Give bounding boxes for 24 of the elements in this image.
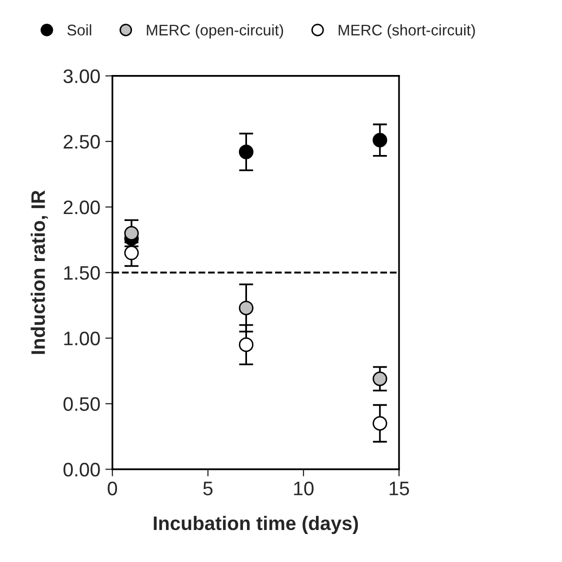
y-tick-label: 0.50 [64,397,100,411]
point [238,300,254,316]
point [238,144,254,160]
x-axis-title: Incubation time (days) [154,516,358,534]
point [372,416,388,431]
x-tick-label: 5 [203,482,213,496]
y-tick-label: 1.50 [64,266,100,280]
legend-label: MERC (open-circuit) [146,24,284,39]
point [124,246,139,260]
legend-label: Soil [67,24,92,36]
x-tick-label: 15 [390,482,410,496]
x-tick-label: 10 [294,482,314,496]
y-tick-label: 2.00 [64,200,100,214]
x-tick-label: 0 [108,482,118,496]
y-tick-label: 3.00 [63,69,100,84]
point [124,226,139,241]
y-tick-label: 2.50 [64,134,100,149]
y-tick-label: 1.00 [64,332,100,346]
point [238,337,254,352]
y-tick-label: 0.00 [64,462,100,477]
point [372,372,388,386]
legend-label: MERC (short-circuit) [338,24,475,39]
point [372,132,388,148]
y-axis-title: Induction ratio, IR [30,190,48,354]
